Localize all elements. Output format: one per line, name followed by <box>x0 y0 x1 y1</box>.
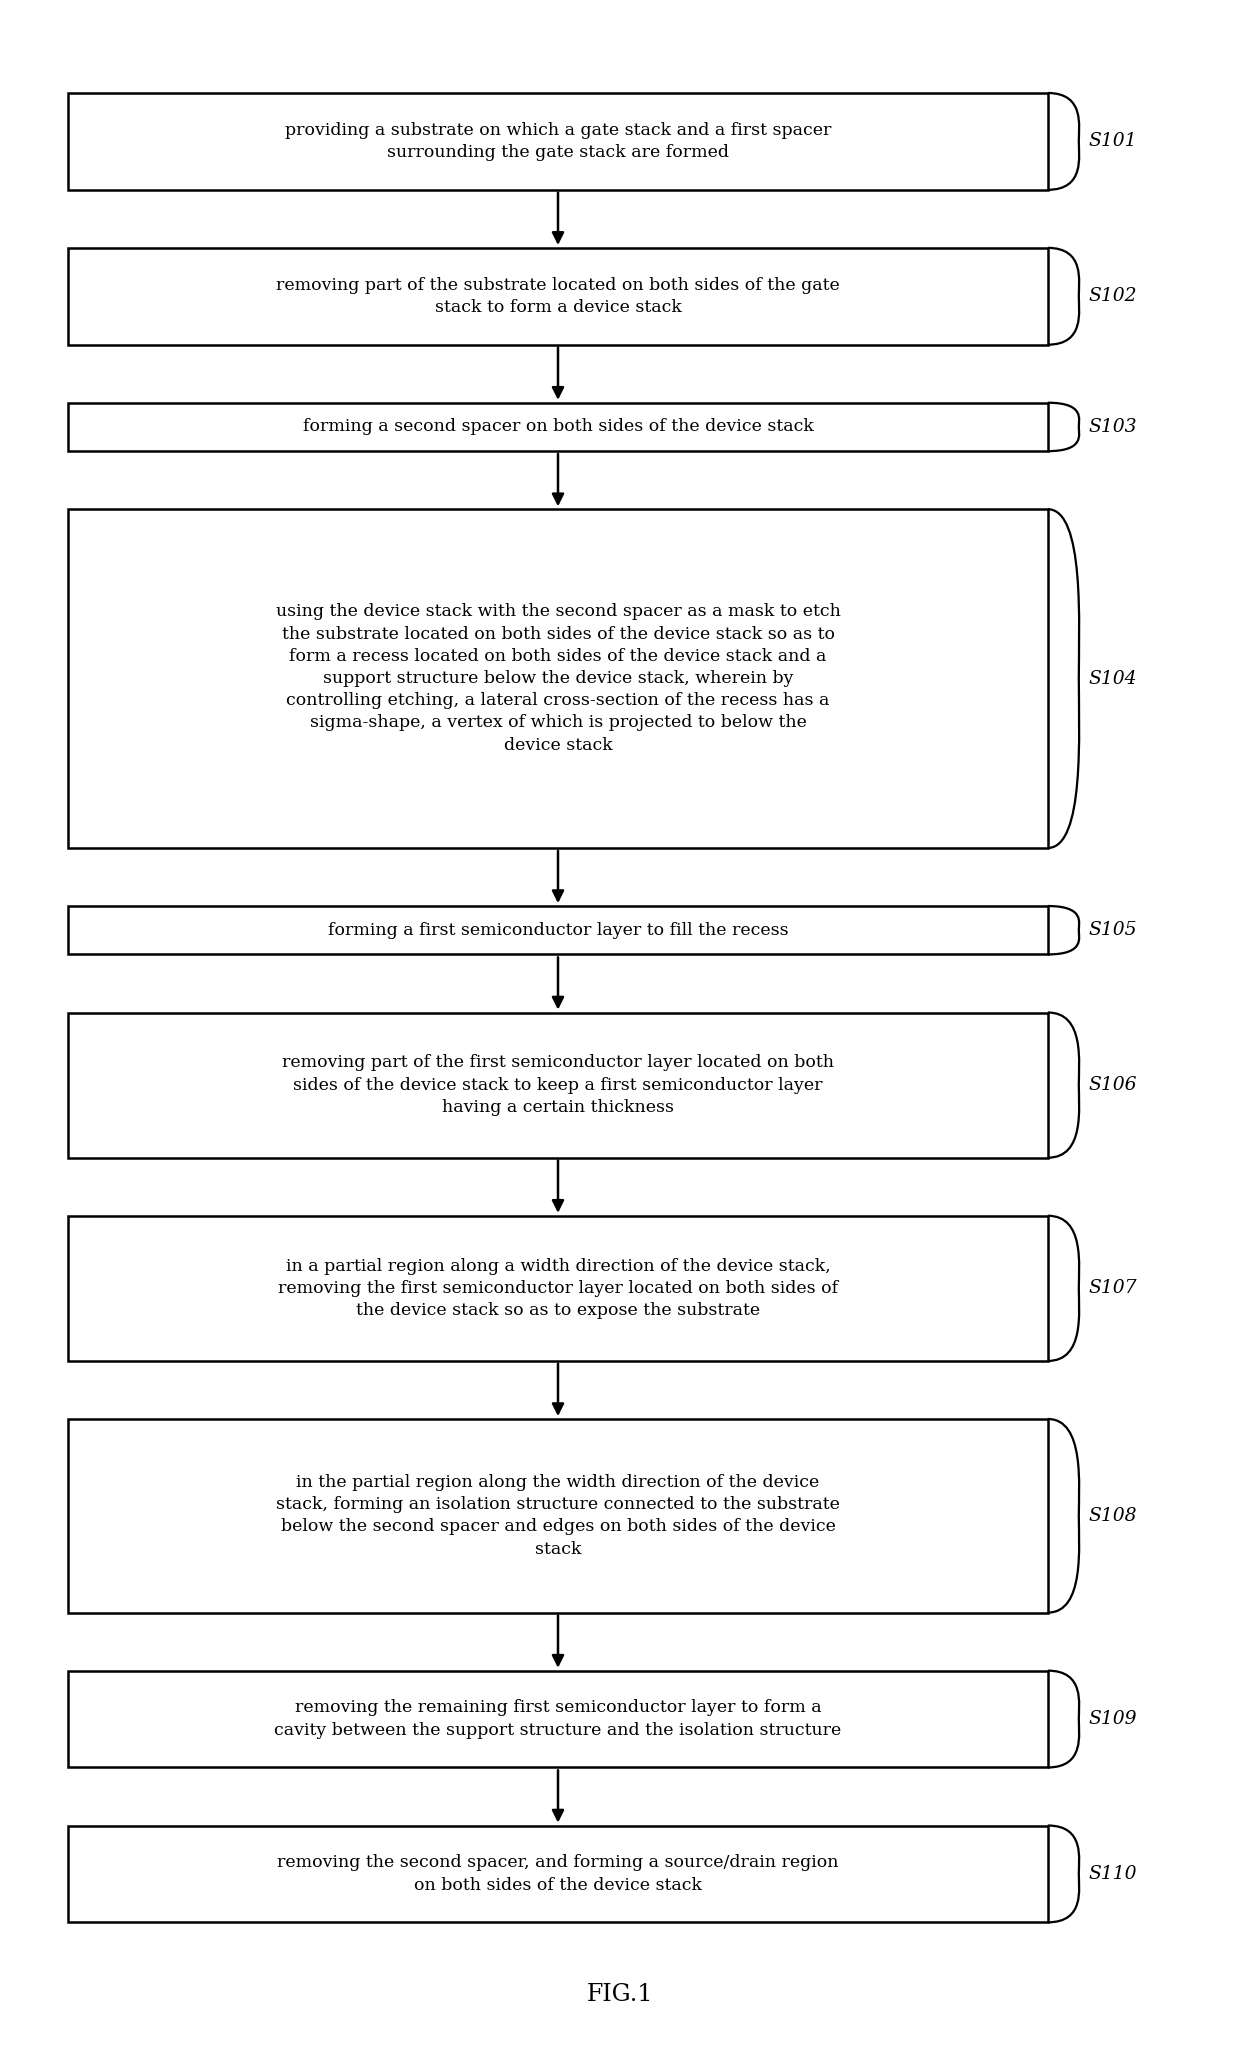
Text: S108: S108 <box>1089 1507 1137 1525</box>
Text: removing the second spacer, and forming a source/drain region
on both sides of t: removing the second spacer, and forming … <box>278 1854 838 1893</box>
Text: S109: S109 <box>1089 1709 1137 1728</box>
Text: S101: S101 <box>1089 132 1137 151</box>
Text: forming a first semiconductor layer to fill the recess: forming a first semiconductor layer to f… <box>327 922 789 938</box>
Text: S110: S110 <box>1089 1864 1137 1883</box>
Text: in a partial region along a width direction of the device stack,
removing the fi: in a partial region along a width direct… <box>278 1257 838 1319</box>
Text: removing part of the substrate located on both sides of the gate
stack to form a: removing part of the substrate located o… <box>277 277 839 316</box>
Bar <box>68 508 1048 847</box>
Bar <box>68 1013 1048 1158</box>
Text: S104: S104 <box>1089 670 1137 688</box>
Text: S107: S107 <box>1089 1279 1137 1298</box>
Text: using the device stack with the second spacer as a mask to etch
the substrate lo: using the device stack with the second s… <box>275 604 841 754</box>
Text: S102: S102 <box>1089 287 1137 306</box>
Bar <box>68 1670 1048 1767</box>
Text: providing a substrate on which a gate stack and a first spacer
surrounding the g: providing a substrate on which a gate st… <box>285 122 831 161</box>
Bar <box>68 905 1048 955</box>
Text: removing the remaining first semiconductor layer to form a
cavity between the su: removing the remaining first semiconduct… <box>274 1699 842 1738</box>
Text: S103: S103 <box>1089 418 1137 436</box>
Text: FIG.1: FIG.1 <box>587 1982 653 2007</box>
Bar <box>68 93 1048 190</box>
Text: forming a second spacer on both sides of the device stack: forming a second spacer on both sides of… <box>303 418 813 436</box>
Bar <box>68 248 1048 345</box>
Text: S106: S106 <box>1089 1077 1137 1093</box>
Bar <box>68 1825 1048 1922</box>
Text: S105: S105 <box>1089 922 1137 938</box>
Text: removing part of the first semiconductor layer located on both
sides of the devi: removing part of the first semiconductor… <box>281 1054 835 1116</box>
Text: in the partial region along the width direction of the device
stack, forming an : in the partial region along the width di… <box>277 1474 839 1559</box>
Bar <box>68 403 1048 451</box>
Bar <box>68 1215 1048 1360</box>
Bar <box>68 1420 1048 1612</box>
